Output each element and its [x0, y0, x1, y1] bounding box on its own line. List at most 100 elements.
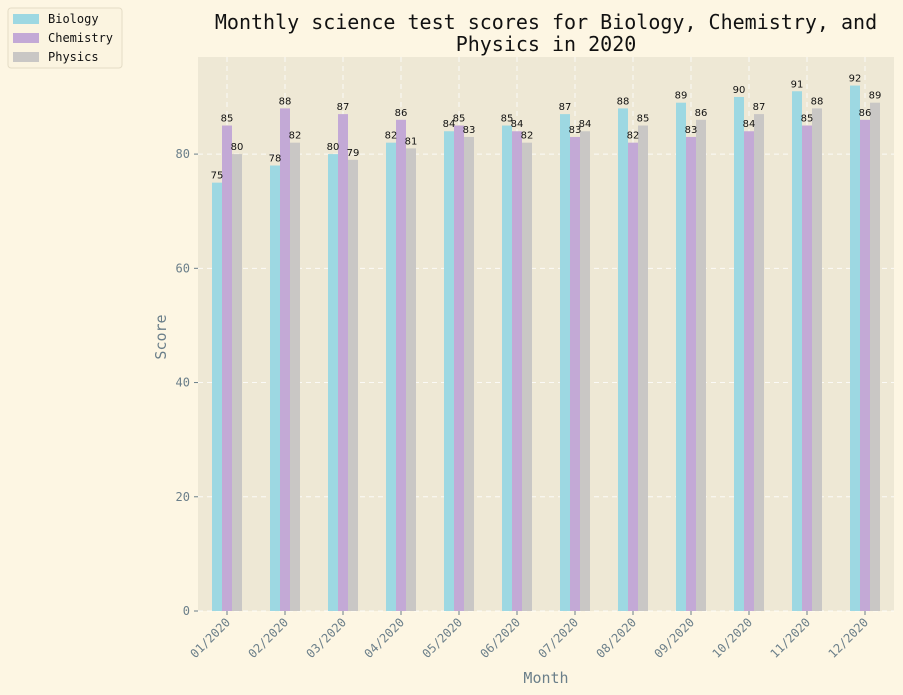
bar-biology: [792, 91, 802, 611]
bar-biology: [850, 85, 860, 611]
data-label-chemistry: 87: [337, 102, 350, 113]
x-tick-label: 11/2020: [767, 615, 813, 661]
data-label-physics: 81: [405, 136, 418, 147]
data-label-chemistry: 82: [627, 131, 640, 142]
bar-physics: [754, 114, 764, 611]
data-label-biology: 80: [327, 142, 340, 153]
bar-chemistry: [860, 119, 870, 612]
bar-physics: [522, 142, 532, 611]
bar-physics: [464, 136, 474, 612]
data-label-biology: 78: [269, 154, 282, 165]
x-tick-label: 10/2020: [709, 615, 755, 661]
bar-biology: [618, 108, 628, 611]
data-label-physics: 80: [231, 142, 244, 153]
bar-physics: [638, 125, 648, 612]
bar-biology: [270, 165, 280, 612]
x-tick-label: 05/2020: [419, 615, 465, 661]
y-tick-label: 0: [183, 604, 190, 618]
bar-chemistry: [628, 142, 638, 611]
data-label-biology: 88: [617, 96, 630, 107]
data-label-chemistry: 85: [801, 114, 814, 125]
data-label-chemistry: 84: [511, 119, 524, 130]
bar-biology: [444, 131, 454, 611]
bar-chemistry: [686, 136, 696, 612]
y-tick-label: 40: [176, 376, 190, 390]
bar-physics: [232, 154, 242, 612]
data-label-biology: 92: [849, 74, 862, 85]
bar-biology: [734, 96, 744, 612]
bar-biology: [560, 114, 570, 611]
data-label-chemistry: 88: [279, 96, 292, 107]
plot-area: [198, 57, 894, 611]
data-label-biology: 90: [733, 85, 746, 96]
data-labels: 7585807888828087798286818485838584828783…: [211, 74, 882, 182]
data-label-biology: 87: [559, 102, 572, 113]
bar-physics: [812, 108, 822, 611]
data-label-physics: 82: [521, 131, 534, 142]
bar-chemistry: [338, 114, 348, 611]
bar-chemistry: [570, 136, 580, 612]
bar-physics: [290, 142, 300, 611]
bar-biology: [212, 182, 222, 612]
bar-chemistry: [222, 125, 232, 612]
data-label-biology: 89: [675, 91, 688, 102]
legend-swatch-physics: [13, 52, 39, 62]
bar-physics: [580, 131, 590, 611]
legend-label-chemistry: Chemistry: [48, 31, 113, 45]
data-label-biology: 91: [791, 79, 804, 90]
data-label-physics: 84: [579, 119, 592, 130]
data-label-physics: 85: [637, 114, 650, 125]
bar-chemistry: [512, 131, 522, 611]
bar-physics: [406, 148, 416, 611]
data-label-biology: 85: [501, 114, 514, 125]
data-label-chemistry: 86: [859, 108, 872, 119]
data-label-chemistry: 85: [221, 114, 234, 125]
bars: [212, 85, 880, 612]
x-tick-label: 06/2020: [477, 615, 523, 661]
bar-chemistry: [802, 125, 812, 612]
bar-biology: [502, 125, 512, 612]
data-label-chemistry: 84: [743, 119, 756, 130]
data-label-biology: 84: [443, 119, 456, 130]
y-tick-label: 20: [176, 490, 190, 504]
data-label-chemistry: 86: [395, 108, 408, 119]
data-label-physics: 79: [347, 148, 360, 159]
bar-biology: [386, 142, 396, 611]
legend: Biology Chemistry Physics: [7, 7, 123, 69]
x-tick-label: 12/2020: [825, 615, 871, 661]
bar-physics: [870, 102, 880, 611]
data-label-biology: 75: [211, 171, 224, 182]
data-label-physics: 82: [289, 131, 302, 142]
chart-title-line-2: Physics in 2020: [456, 32, 637, 56]
data-label-chemistry: 83: [569, 125, 582, 136]
data-label-chemistry: 83: [685, 125, 698, 136]
data-label-physics: 86: [695, 108, 708, 119]
bar-chemistry: [280, 108, 290, 611]
data-label-physics: 87: [753, 102, 766, 113]
data-label-physics: 83: [463, 125, 476, 136]
data-label-physics: 89: [869, 91, 882, 102]
legend-label-physics: Physics: [48, 50, 99, 64]
x-tick-label: 04/2020: [361, 615, 407, 661]
legend-swatch-chemistry: [13, 33, 39, 43]
bar-chemistry: [744, 131, 754, 611]
x-tick-label: 02/2020: [245, 615, 291, 661]
bar-chemistry: [454, 125, 464, 612]
x-tick-label: 09/2020: [651, 615, 697, 661]
data-label-chemistry: 85: [453, 114, 466, 125]
y-tick-label: 60: [176, 261, 190, 275]
x-tick-label: 03/2020: [303, 615, 349, 661]
bar-biology: [676, 102, 686, 611]
legend-swatch-biology: [13, 14, 39, 24]
legend-label-biology: Biology: [48, 12, 99, 26]
y-axis-label: Score: [152, 314, 170, 359]
x-tick-label: 01/2020: [187, 615, 233, 661]
bar-physics: [696, 119, 706, 612]
bar-chemistry: [396, 119, 406, 612]
y-tick-label: 80: [176, 147, 190, 161]
x-axis-label: Month: [523, 669, 568, 687]
chart-title-line-1: Monthly science test scores for Biology,…: [215, 10, 877, 34]
data-label-physics: 88: [811, 96, 824, 107]
chart-title: Monthly science test scores for Biology,…: [215, 10, 877, 56]
